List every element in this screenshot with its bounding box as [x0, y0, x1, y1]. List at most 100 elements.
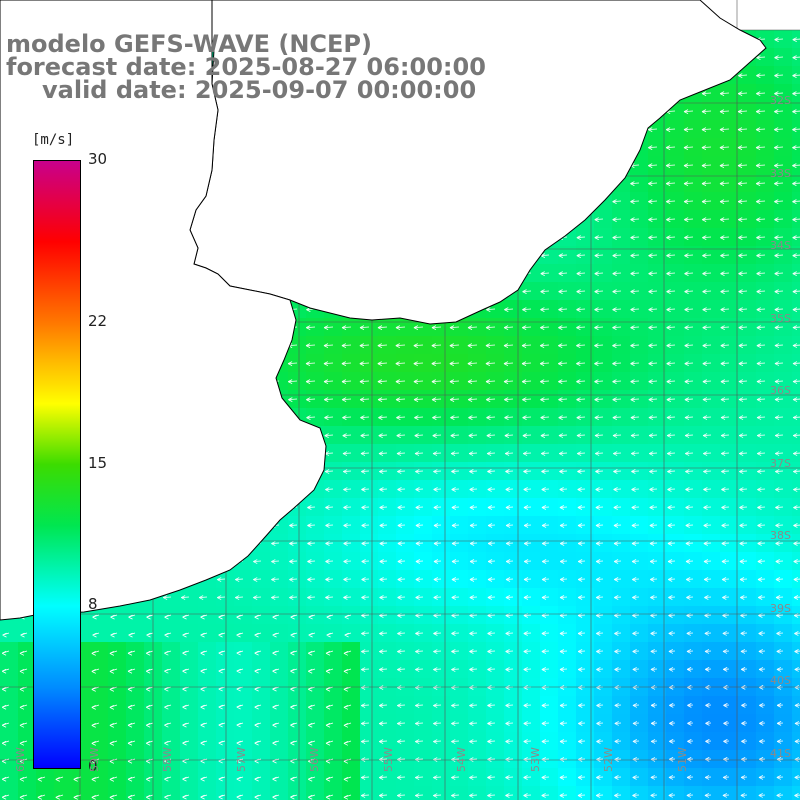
wind-arrow	[1, 668, 10, 674]
lat-label: 33S	[770, 166, 791, 180]
wind-arrow	[413, 343, 424, 349]
wind-arrow	[668, 631, 676, 636]
wind-cell	[504, 786, 522, 800]
wind-arrow	[180, 595, 190, 600]
wind-arrow	[360, 433, 370, 438]
wind-arrow	[307, 559, 316, 564]
wind-arrow	[648, 361, 658, 366]
wind-arrow	[540, 451, 550, 456]
wind-arrow	[433, 721, 442, 726]
wind-arrow	[666, 253, 676, 258]
wind-arrow	[379, 541, 388, 546]
wind-arrow	[576, 379, 586, 384]
wind-arrow	[485, 361, 496, 367]
wind-arrow	[774, 55, 784, 60]
wind-arrow	[720, 397, 730, 402]
wind-arrow	[648, 289, 658, 294]
wind-arrow	[738, 235, 748, 240]
wind-arrow	[451, 775, 460, 780]
wind-arrow	[308, 686, 316, 692]
wind-arrow	[254, 704, 262, 710]
wind-arrow	[720, 235, 730, 240]
wind-arrow	[254, 632, 262, 638]
wind-arrow	[342, 433, 352, 438]
wind-arrow	[91, 740, 100, 746]
wind-arrow	[145, 794, 154, 800]
wind-arrow	[415, 595, 424, 600]
wind-arrow	[92, 614, 100, 620]
lon-label: 56W	[308, 747, 321, 772]
wind-arrow	[19, 722, 28, 728]
wind-arrow	[308, 614, 316, 620]
wind-arrow	[684, 217, 694, 222]
wind-arrow	[487, 487, 496, 492]
wind-arrow	[576, 433, 586, 438]
wind-arrow	[272, 722, 280, 728]
wind-arrow	[451, 577, 460, 582]
wind-arrow	[685, 487, 694, 492]
wind-arrow	[433, 775, 442, 780]
wind-arrow	[324, 433, 334, 438]
wind-arrow	[774, 109, 784, 114]
wind-arrow	[305, 343, 316, 348]
wind-arrow	[127, 650, 136, 656]
wind-arrow	[720, 253, 730, 258]
wind-arrow	[774, 181, 784, 186]
wind-arrow	[738, 253, 748, 258]
wind-arrow	[91, 794, 100, 800]
wind-arrow	[668, 667, 676, 672]
wind-arrow	[756, 325, 766, 330]
wind-arrow	[578, 721, 586, 726]
wind-arrow	[614, 703, 622, 708]
wind-arrow	[684, 433, 694, 438]
wind-arrow	[756, 289, 766, 294]
wind-arrow	[541, 739, 550, 744]
wind-arrow	[631, 487, 640, 492]
wind-arrow	[343, 595, 352, 600]
wind-arrow	[774, 415, 784, 420]
wind-arrow	[701, 181, 712, 187]
wind-arrow	[594, 217, 604, 222]
wind-arrow	[759, 703, 766, 708]
wind-arrow	[576, 307, 586, 312]
wind-cell	[792, 786, 800, 800]
wind-arrow	[469, 487, 478, 492]
wind-arrow	[487, 541, 496, 546]
wind-arrow	[413, 397, 424, 402]
wind-arrow	[308, 776, 316, 782]
wind-arrow	[650, 739, 658, 744]
wind-arrow	[687, 703, 694, 708]
wind-arrow	[757, 487, 766, 492]
wind-arrow	[254, 776, 262, 782]
wind-arrow	[776, 739, 784, 744]
wind-arrow	[343, 541, 352, 546]
wind-arrow	[127, 794, 136, 800]
wind-arrow	[577, 541, 586, 546]
wind-arrow	[594, 271, 604, 276]
wind-arrow	[343, 686, 352, 692]
wind-arrow	[594, 397, 604, 402]
wind-arrow	[487, 559, 496, 564]
wind-arrow	[378, 739, 388, 744]
wind-arrow	[756, 271, 766, 276]
wind-arrow	[200, 722, 208, 728]
wind-arrow	[576, 343, 586, 348]
wind-arrow	[449, 343, 460, 349]
wind-arrow	[756, 91, 766, 96]
wind-arrow	[720, 325, 730, 330]
wind-arrow	[721, 559, 730, 564]
wind-arrow	[755, 181, 766, 186]
wind-arrow	[648, 343, 658, 348]
wind-arrow	[755, 145, 766, 150]
wind-arrow	[685, 523, 694, 528]
wind-arrow	[686, 577, 694, 582]
wind-arrow	[668, 775, 676, 780]
wind-arrow	[559, 595, 568, 600]
wind-arrow	[379, 631, 388, 636]
wind-arrow	[666, 235, 676, 240]
wind-arrow	[272, 686, 280, 692]
wind-arrow	[486, 307, 496, 312]
wind-arrow	[738, 325, 748, 330]
wind-arrow	[505, 721, 514, 726]
wind-arrow	[271, 577, 280, 582]
